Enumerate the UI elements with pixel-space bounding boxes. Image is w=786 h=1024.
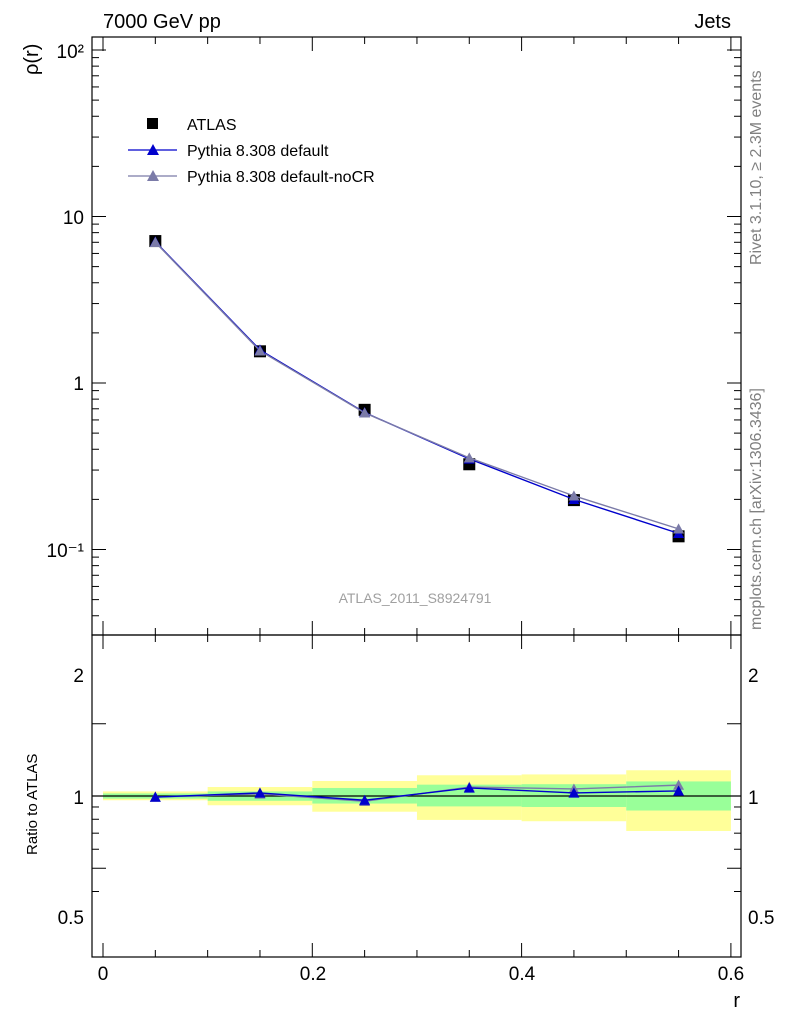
ratio-default-point xyxy=(673,785,685,796)
pythia-nocr-point xyxy=(673,523,685,534)
ytick-label-100: 10² xyxy=(57,42,84,63)
process-label: Jets xyxy=(694,11,731,33)
pythia-nocr-point xyxy=(149,236,161,247)
pythia-nocr-line xyxy=(154,241,679,530)
legend-marker-nocr xyxy=(147,170,159,181)
xtick-label-0.2: 0.2 xyxy=(300,964,326,985)
ratio-default-point xyxy=(254,787,266,798)
collision-label: 7000 GeV pp xyxy=(103,11,221,33)
ratio-default-point xyxy=(568,787,580,798)
main-panel: ATLAS_2011_S8924791 ρ(r) 10⁻¹ 1 10 10² A… xyxy=(21,36,742,636)
legend-marker-atlas xyxy=(147,118,158,129)
ratio-nocr-point xyxy=(673,779,685,790)
legend: ATLAS Pythia 8.308 default Pythia 8.308 … xyxy=(128,117,375,186)
pythia-default-line xyxy=(154,241,679,535)
ytick-label-0.1: 10⁻¹ xyxy=(47,541,85,562)
pythia-nocr-point xyxy=(254,345,266,356)
legend-label-nocr: Pythia 8.308 default-noCR xyxy=(187,169,375,186)
pythia-nocr-point xyxy=(463,452,475,463)
ytick-label-10: 10 xyxy=(63,208,84,229)
ratio-ytick-label-right-2: 2 xyxy=(748,666,759,687)
ratio-ytick-label-right-0.5: 0.5 xyxy=(748,908,774,929)
ratio-ytick-label-right-1: 1 xyxy=(748,788,759,809)
legend-label-atlas: ATLAS xyxy=(187,117,237,134)
y-axis-label: ρ(r) xyxy=(21,44,43,75)
ratio-default-point xyxy=(359,794,371,805)
source-label: mcplots.cern.ch [arXiv:1306.3436] xyxy=(748,388,765,630)
watermark-label: ATLAS_2011_S8924791 xyxy=(339,590,492,606)
rivet-version-label: Rivet 3.1.10, ≥ 2.3M events xyxy=(748,70,765,265)
pythia-nocr-point xyxy=(568,490,580,501)
ratio-default-point xyxy=(463,782,475,793)
legend-marker-default xyxy=(147,144,159,155)
xtick-label-0: 0 xyxy=(98,964,109,985)
ytick-label-1: 1 xyxy=(73,374,84,395)
ratio-ytick-label-0.5: 0.5 xyxy=(58,908,84,929)
ratio-y-axis-label: Ratio to ATLAS xyxy=(24,754,41,855)
ratio-default-point xyxy=(149,791,161,802)
ratio-panel: Ratio to ATLAS 0.5 1 2 0.5 1 2 0 0.2 0.4… xyxy=(24,634,774,1012)
xtick-label-0.6: 0.6 xyxy=(718,964,744,985)
xtick-label-0.4: 0.4 xyxy=(509,964,536,985)
ratio-ytick-label-2: 2 xyxy=(73,666,84,687)
legend-label-default: Pythia 8.308 default xyxy=(187,143,329,160)
x-axis-label: r xyxy=(733,990,740,1012)
pythia-nocr-point xyxy=(359,407,371,418)
ratio-default-line xyxy=(155,787,679,801)
ratio-ytick-label-1: 1 xyxy=(73,788,84,809)
